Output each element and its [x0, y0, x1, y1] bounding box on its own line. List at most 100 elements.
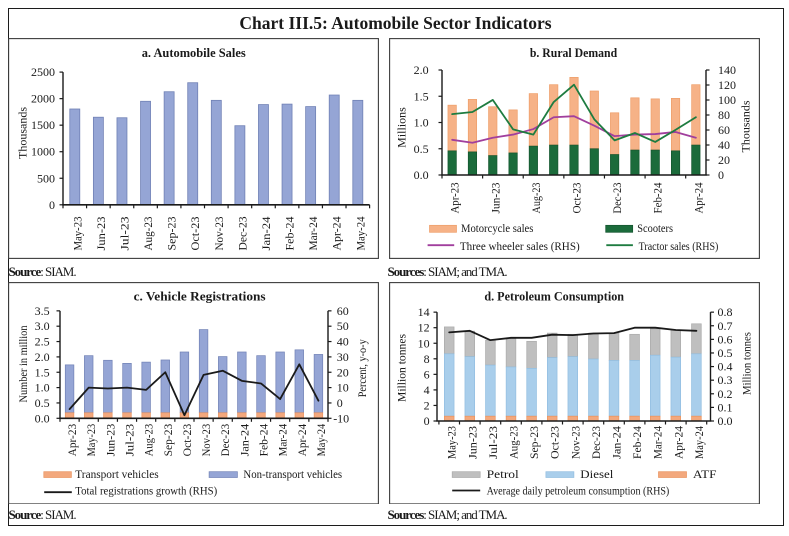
svg-text:Aug-23: Aug-23: [507, 426, 521, 459]
svg-text:Oct-23: Oct-23: [180, 423, 194, 456]
svg-text:0.5: 0.5: [718, 345, 733, 359]
svg-text:0.0: 0.0: [718, 414, 733, 428]
svg-text:d. Petroleum Consumption: d. Petroleum Consumption: [484, 288, 624, 303]
svg-text:Apr-23: Apr-23: [65, 423, 79, 456]
svg-text:3.5: 3.5: [35, 303, 50, 317]
svg-text:Jan-24: Jan-24: [237, 423, 251, 456]
svg-text:0.8: 0.8: [718, 305, 733, 319]
svg-text:2500: 2500: [31, 65, 55, 79]
svg-text:1500: 1500: [31, 118, 55, 132]
svg-text:8: 8: [424, 351, 430, 365]
svg-text:Jun-23: Jun-23: [103, 423, 117, 456]
svg-text:b. Rural Demand: b. Rural Demand: [530, 45, 618, 60]
svg-text:1.0: 1.0: [35, 380, 50, 394]
svg-text:Aug-23: Aug-23: [141, 216, 155, 250]
svg-text:Nov-23: Nov-23: [568, 426, 582, 459]
svg-text:30: 30: [337, 349, 349, 363]
svg-text:Apr-24: Apr-24: [295, 423, 309, 456]
svg-text:500: 500: [37, 171, 55, 185]
svg-text:1.5: 1.5: [414, 89, 429, 103]
svg-text:0.7: 0.7: [718, 318, 733, 332]
svg-text:-10: -10: [333, 411, 349, 425]
svg-text:Feb-24: Feb-24: [651, 182, 665, 213]
svg-text:Diesel: Diesel: [580, 467, 614, 481]
svg-text:0.6: 0.6: [718, 332, 733, 346]
svg-text:14: 14: [418, 305, 430, 319]
svg-text:0.0: 0.0: [35, 411, 50, 425]
svg-text:1.5: 1.5: [35, 365, 50, 379]
svg-text:120: 120: [718, 78, 736, 92]
svg-text:Dec-23: Dec-23: [235, 216, 249, 250]
svg-text:Oct-23: Oct-23: [548, 426, 562, 459]
svg-text:May-23: May-23: [70, 216, 84, 250]
svg-text:1000: 1000: [31, 144, 55, 158]
svg-text:a. Automobile Sales: a. Automobile Sales: [142, 45, 246, 60]
svg-text:Petrol: Petrol: [487, 467, 520, 481]
svg-text:2000: 2000: [31, 91, 55, 105]
svg-text:0: 0: [718, 168, 724, 182]
svg-text:Average daily petroleum consum: Average daily petroleum consumption (RHS…: [487, 483, 670, 497]
svg-text:Jul-23: Jul-23: [486, 426, 500, 459]
svg-text:4: 4: [424, 382, 430, 396]
svg-text:Tractor sales (RHS): Tractor sales (RHS): [639, 238, 719, 252]
svg-text:140: 140: [718, 63, 736, 77]
svg-text:Sep-23: Sep-23: [165, 216, 179, 250]
svg-text:10: 10: [337, 380, 349, 394]
svg-text:Feb-24: Feb-24: [257, 423, 271, 456]
svg-text:Total registrations growth (RH: Total registrations growth (RHS): [75, 483, 217, 497]
svg-text:6: 6: [424, 367, 430, 381]
svg-text:0.0: 0.0: [414, 168, 429, 182]
svg-text:Non-transport vehicles: Non-transport vehicles: [243, 467, 342, 481]
svg-text:2: 2: [424, 398, 430, 412]
svg-text:May-24: May-24: [353, 216, 367, 250]
svg-text:Feb-24: Feb-24: [283, 216, 297, 250]
svg-text:20: 20: [718, 153, 730, 167]
svg-text:Scooters: Scooters: [637, 221, 673, 235]
svg-text:Dec-23: Dec-23: [589, 426, 603, 459]
svg-text:Thousands: Thousands: [739, 100, 753, 152]
svg-text:Sep-23: Sep-23: [161, 423, 175, 456]
svg-text:100: 100: [718, 93, 736, 107]
svg-text:0: 0: [337, 395, 343, 409]
svg-text:Nov-23: Nov-23: [199, 423, 213, 456]
svg-text:60: 60: [718, 123, 730, 137]
svg-text:10: 10: [418, 336, 430, 350]
svg-text:0: 0: [424, 414, 430, 428]
svg-text:Million tonnes: Million tonnes: [740, 331, 754, 394]
svg-text:0.5: 0.5: [414, 141, 429, 155]
svg-text:Sep-23: Sep-23: [527, 426, 541, 459]
svg-text:ATF: ATF: [693, 467, 717, 481]
svg-text:Apr-24: Apr-24: [671, 426, 685, 459]
svg-text:1.0: 1.0: [414, 115, 429, 129]
svg-text:50: 50: [337, 319, 349, 333]
svg-text:Apr-24: Apr-24: [330, 216, 344, 250]
svg-text:Thousands: Thousands: [16, 106, 30, 158]
svg-text:Jan-24: Jan-24: [259, 216, 273, 250]
svg-text:Million tonnes: Million tonnes: [395, 333, 409, 401]
svg-text:2.5: 2.5: [35, 334, 50, 348]
svg-text:Oct-23: Oct-23: [570, 182, 584, 213]
svg-text:Dec-23: Dec-23: [610, 182, 624, 213]
svg-text:Mar-24: Mar-24: [276, 423, 290, 456]
svg-text:May-23: May-23: [84, 423, 98, 456]
svg-text:Mar-24: Mar-24: [306, 216, 320, 250]
svg-text:May-24: May-24: [692, 426, 706, 459]
svg-text:Apr-23: Apr-23: [448, 182, 462, 213]
svg-text:12: 12: [418, 320, 430, 334]
svg-text:Jan-24: Jan-24: [610, 426, 624, 459]
svg-text:2.0: 2.0: [35, 349, 50, 363]
svg-text:Jul-23: Jul-23: [117, 216, 131, 250]
svg-text:Jul-23: Jul-23: [123, 423, 137, 456]
svg-text:Dec-23: Dec-23: [218, 423, 232, 456]
svg-text:Transport vehicles: Transport vehicles: [75, 467, 159, 481]
svg-text:Feb-24: Feb-24: [630, 426, 644, 459]
svg-text:Nov-23: Nov-23: [212, 216, 226, 250]
svg-text:Percent, y-o-y: Percent, y-o-y: [355, 339, 369, 397]
svg-text:40: 40: [718, 138, 730, 152]
svg-text:2.0: 2.0: [414, 63, 429, 77]
svg-text:20: 20: [337, 365, 349, 379]
svg-text:0.1: 0.1: [718, 400, 733, 414]
svg-text:0.2: 0.2: [718, 386, 733, 400]
svg-text:0: 0: [49, 197, 55, 211]
svg-text:80: 80: [718, 108, 730, 122]
